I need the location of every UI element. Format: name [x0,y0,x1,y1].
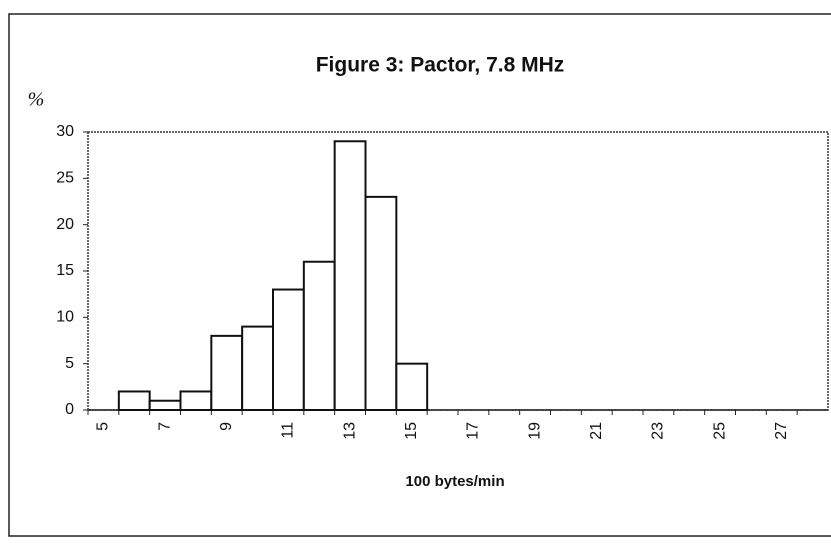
x-axis-label: 100 bytes/min [405,473,504,490]
x-tick-label: 21 [588,422,605,440]
bar [117,390,151,412]
y-tick-label: 10 [56,309,74,326]
bar [210,334,244,411]
bar [333,140,367,411]
x-tick-label: 17 [465,422,482,440]
bar [302,260,336,411]
x-tick-label: 27 [773,422,790,440]
x-tick-label: 23 [650,422,667,440]
x-tick-label: 11 [280,422,297,439]
bar [395,362,429,411]
x-tick-label: 5 [95,422,112,431]
x-tick-label: 13 [341,422,358,440]
x-tick-label: 19 [526,422,543,440]
frame [8,13,831,537]
bar [148,399,182,412]
y-axis-label: % [28,89,45,111]
y-tick-label: 20 [56,216,74,233]
bar [241,325,275,412]
x-tick-label: 9 [218,422,235,431]
y-tick-label: 5 [65,355,74,372]
y-tick-label: 30 [56,123,74,140]
x-tick-label: 7 [156,422,173,431]
y-tick-label: 15 [56,262,74,279]
x-tick-label: 15 [403,422,420,440]
bar [179,390,213,412]
y-tick-label: 0 [65,401,74,418]
y-tick-label: 25 [56,170,74,187]
chart-title: Figure 3: Pactor, 7.8 MHz [316,54,565,77]
x-tick-label: 25 [711,422,728,440]
bar [272,288,305,411]
bar [364,195,398,411]
